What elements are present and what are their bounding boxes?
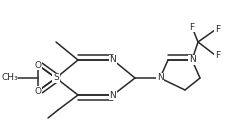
Text: N: N xyxy=(110,91,116,99)
Text: O: O xyxy=(34,60,42,69)
Text: N: N xyxy=(157,73,163,83)
Text: F: F xyxy=(215,26,220,34)
Text: O: O xyxy=(34,87,42,95)
Text: S: S xyxy=(53,73,59,83)
Text: N: N xyxy=(189,56,195,64)
Text: N: N xyxy=(110,56,116,64)
Text: F: F xyxy=(190,23,194,31)
Text: F: F xyxy=(215,50,220,60)
Text: CH₃: CH₃ xyxy=(1,73,18,83)
